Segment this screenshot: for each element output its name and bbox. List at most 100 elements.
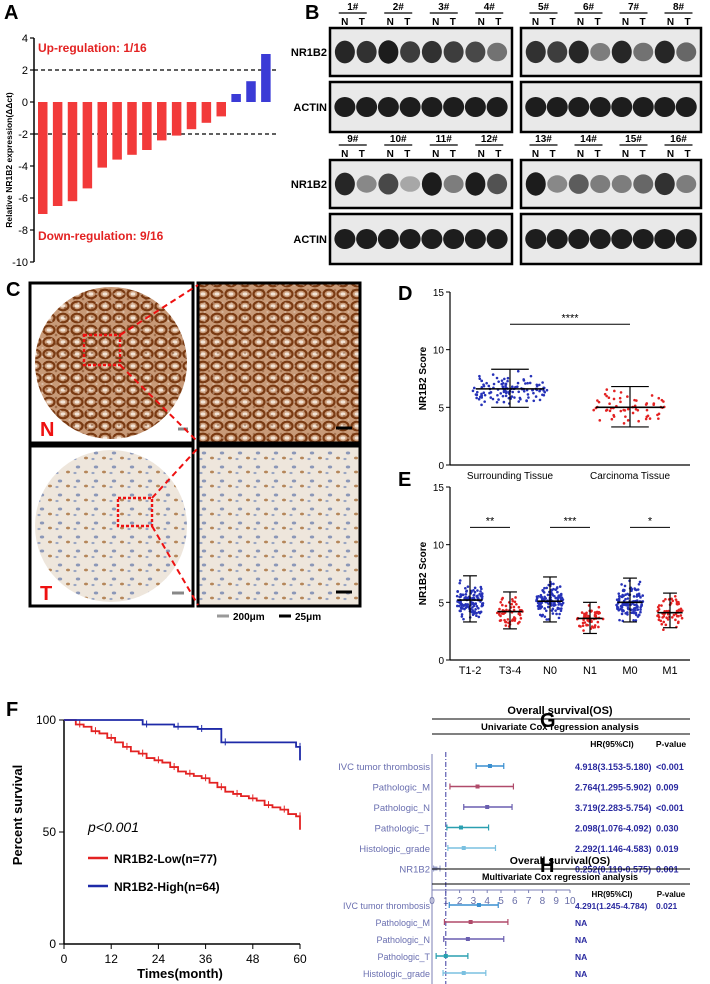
forest-x-tick-label: 5: [498, 896, 504, 907]
data-point: [626, 419, 630, 422]
data-point: [471, 389, 475, 393]
data-point: [464, 606, 468, 609]
panel-d-scatter: 15 10 5 0 NR1B2 Score Surrounding Tissue Carci…: [418, 288, 690, 482]
forest-hr-value: NA: [575, 952, 587, 962]
blot-lane-label: 11#: [436, 134, 453, 145]
x-tick-label: T3-4: [499, 665, 522, 677]
data-point: [626, 606, 630, 610]
panel-a-bar: [157, 102, 167, 141]
data-point: [677, 620, 680, 624]
data-point: [605, 394, 608, 398]
data-point: [612, 397, 616, 401]
data-point: [557, 603, 560, 606]
data-point: [545, 388, 549, 392]
km-x-tick-label: 12: [105, 952, 119, 966]
data-point: [471, 596, 475, 600]
forest-row-label: Pathologic_T: [375, 824, 431, 835]
data-point: [552, 582, 555, 586]
data-point: [555, 586, 559, 589]
data-point: [635, 399, 638, 402]
data-point: [505, 608, 508, 612]
blot-lane-label: 3#: [438, 2, 450, 13]
blot-t-label: T: [684, 149, 690, 160]
forest-point: [475, 784, 480, 789]
data-point: [550, 602, 553, 605]
data-point: [553, 594, 556, 598]
blot-t-label: T: [359, 17, 365, 28]
data-point: [504, 383, 508, 386]
data-point: [561, 598, 565, 601]
forest-point: [468, 920, 473, 924]
blot-row-label-actin: ACTIN: [293, 102, 327, 114]
data-point: [527, 396, 530, 399]
scale-legend-200: 200μm: [233, 612, 265, 623]
data-point: [615, 598, 619, 602]
y-tick-label: 10: [433, 346, 445, 357]
panel-a-bar: [52, 102, 63, 206]
blot-t-label: T: [450, 149, 456, 160]
data-point: [546, 605, 550, 609]
blot-band-nr1b2: [443, 175, 464, 193]
forest-hr-value: 4.291(1.245-4.784): [575, 901, 647, 911]
data-point: [483, 393, 487, 397]
data-point: [633, 587, 637, 590]
data-point: [522, 379, 526, 382]
blot-band-nr1b2: [611, 175, 632, 193]
data-point: [656, 614, 659, 618]
data-point: [463, 597, 466, 600]
panel-a-ytick-label: -4: [18, 161, 28, 173]
blot-band-nr1b2: [633, 42, 654, 62]
blot-band-actin: [654, 229, 676, 249]
data-point: [603, 392, 607, 396]
data-point: [639, 610, 642, 614]
data-point: [511, 597, 514, 601]
blot-band-nr1b2: [443, 41, 464, 63]
blot-band-actin: [399, 97, 421, 117]
blot-band-actin: [486, 229, 508, 249]
data-point: [662, 599, 665, 603]
forest-x-tick-label: 2: [457, 896, 463, 907]
data-point: [497, 398, 500, 401]
data-point: [511, 385, 514, 388]
km-y-tick-label: 50: [43, 825, 57, 839]
data-point: [479, 594, 483, 598]
blot-band-nr1b2: [525, 40, 546, 64]
blot-band-actin: [334, 97, 356, 117]
data-point: [501, 381, 505, 385]
forest-point: [476, 903, 481, 907]
data-point: [480, 602, 484, 606]
data-point: [522, 390, 526, 393]
km-x-tick-label: 0: [61, 952, 68, 966]
data-point: [537, 603, 541, 607]
data-point: [504, 620, 507, 624]
legend-high-label: NR1B2-High(n=64): [114, 880, 220, 894]
data-point: [659, 619, 663, 623]
blot-band-nr1b2: [421, 40, 442, 64]
blot-lane-label: 1#: [347, 2, 359, 13]
ihc-n-zoom-box: [82, 333, 122, 367]
data-point: [607, 396, 611, 400]
data-point: [457, 604, 461, 608]
forest-col-p: P-value: [656, 739, 687, 749]
data-point: [559, 592, 563, 596]
data-point: [476, 589, 479, 592]
data-point: [513, 618, 517, 621]
panel-a-ytick-label: -8: [18, 225, 28, 237]
forest-point: [443, 954, 448, 958]
blot-lane-label: 6#: [583, 2, 595, 13]
data-point: [543, 586, 546, 590]
data-point: [471, 601, 474, 605]
data-point: [613, 389, 616, 393]
data-point: [679, 614, 683, 617]
panel-label-b: B: [305, 2, 319, 24]
data-point: [550, 592, 554, 596]
legend-low-label: NR1B2-Low(n=77): [114, 852, 217, 866]
forest-point: [465, 937, 470, 941]
data-point: [559, 602, 563, 606]
data-point: [517, 611, 521, 615]
data-point: [578, 624, 581, 628]
data-point: [581, 624, 585, 628]
panel-a-bar: [38, 102, 48, 214]
